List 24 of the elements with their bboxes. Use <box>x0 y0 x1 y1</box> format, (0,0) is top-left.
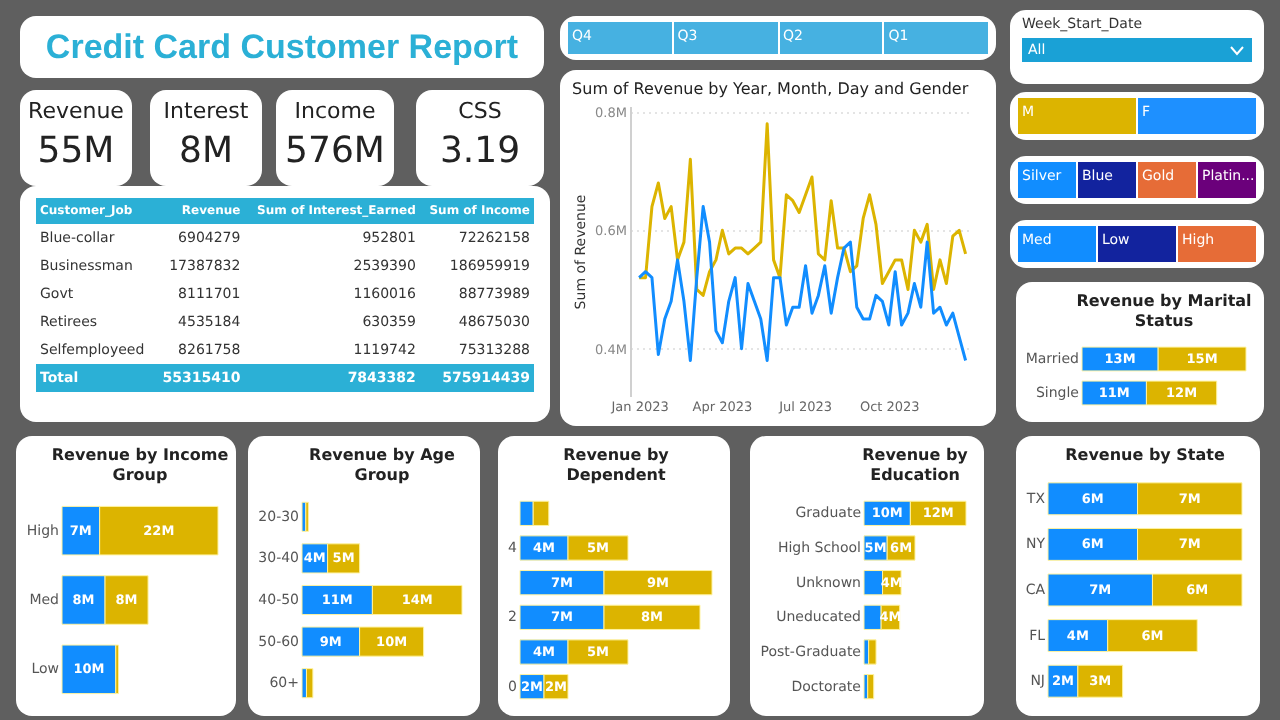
chart-title: Revenue by Marital Status <box>1076 292 1253 330</box>
bar <box>867 674 875 700</box>
chart-title: Revenue by State <box>1065 446 1226 464</box>
text: Interest <box>161 98 251 124</box>
bar <box>301 668 307 699</box>
text: Credit Card Customer Report <box>20 16 544 78</box>
chart-title: Revenue by Dependent <box>563 446 671 484</box>
text: Revenue <box>26 98 126 124</box>
bar <box>305 668 314 699</box>
bar <box>863 639 870 665</box>
text: 55M <box>35 130 117 172</box>
chart-title: Revenue by Age Group <box>309 446 457 484</box>
chart-title: Sum of Revenue by Year, Month, Day and Gender <box>572 79 970 98</box>
text: CSS <box>456 98 504 124</box>
bar <box>61 644 117 695</box>
text: Income <box>292 98 378 124</box>
line-series <box>637 205 968 362</box>
bar <box>868 639 877 665</box>
chart-title: Revenue by Education <box>862 446 970 484</box>
chart-title: Revenue by Income Group <box>51 446 230 484</box>
text: 3.19 <box>437 130 523 172</box>
text: 8M <box>177 130 235 172</box>
text: 576M <box>283 130 387 172</box>
line-series <box>637 122 968 297</box>
